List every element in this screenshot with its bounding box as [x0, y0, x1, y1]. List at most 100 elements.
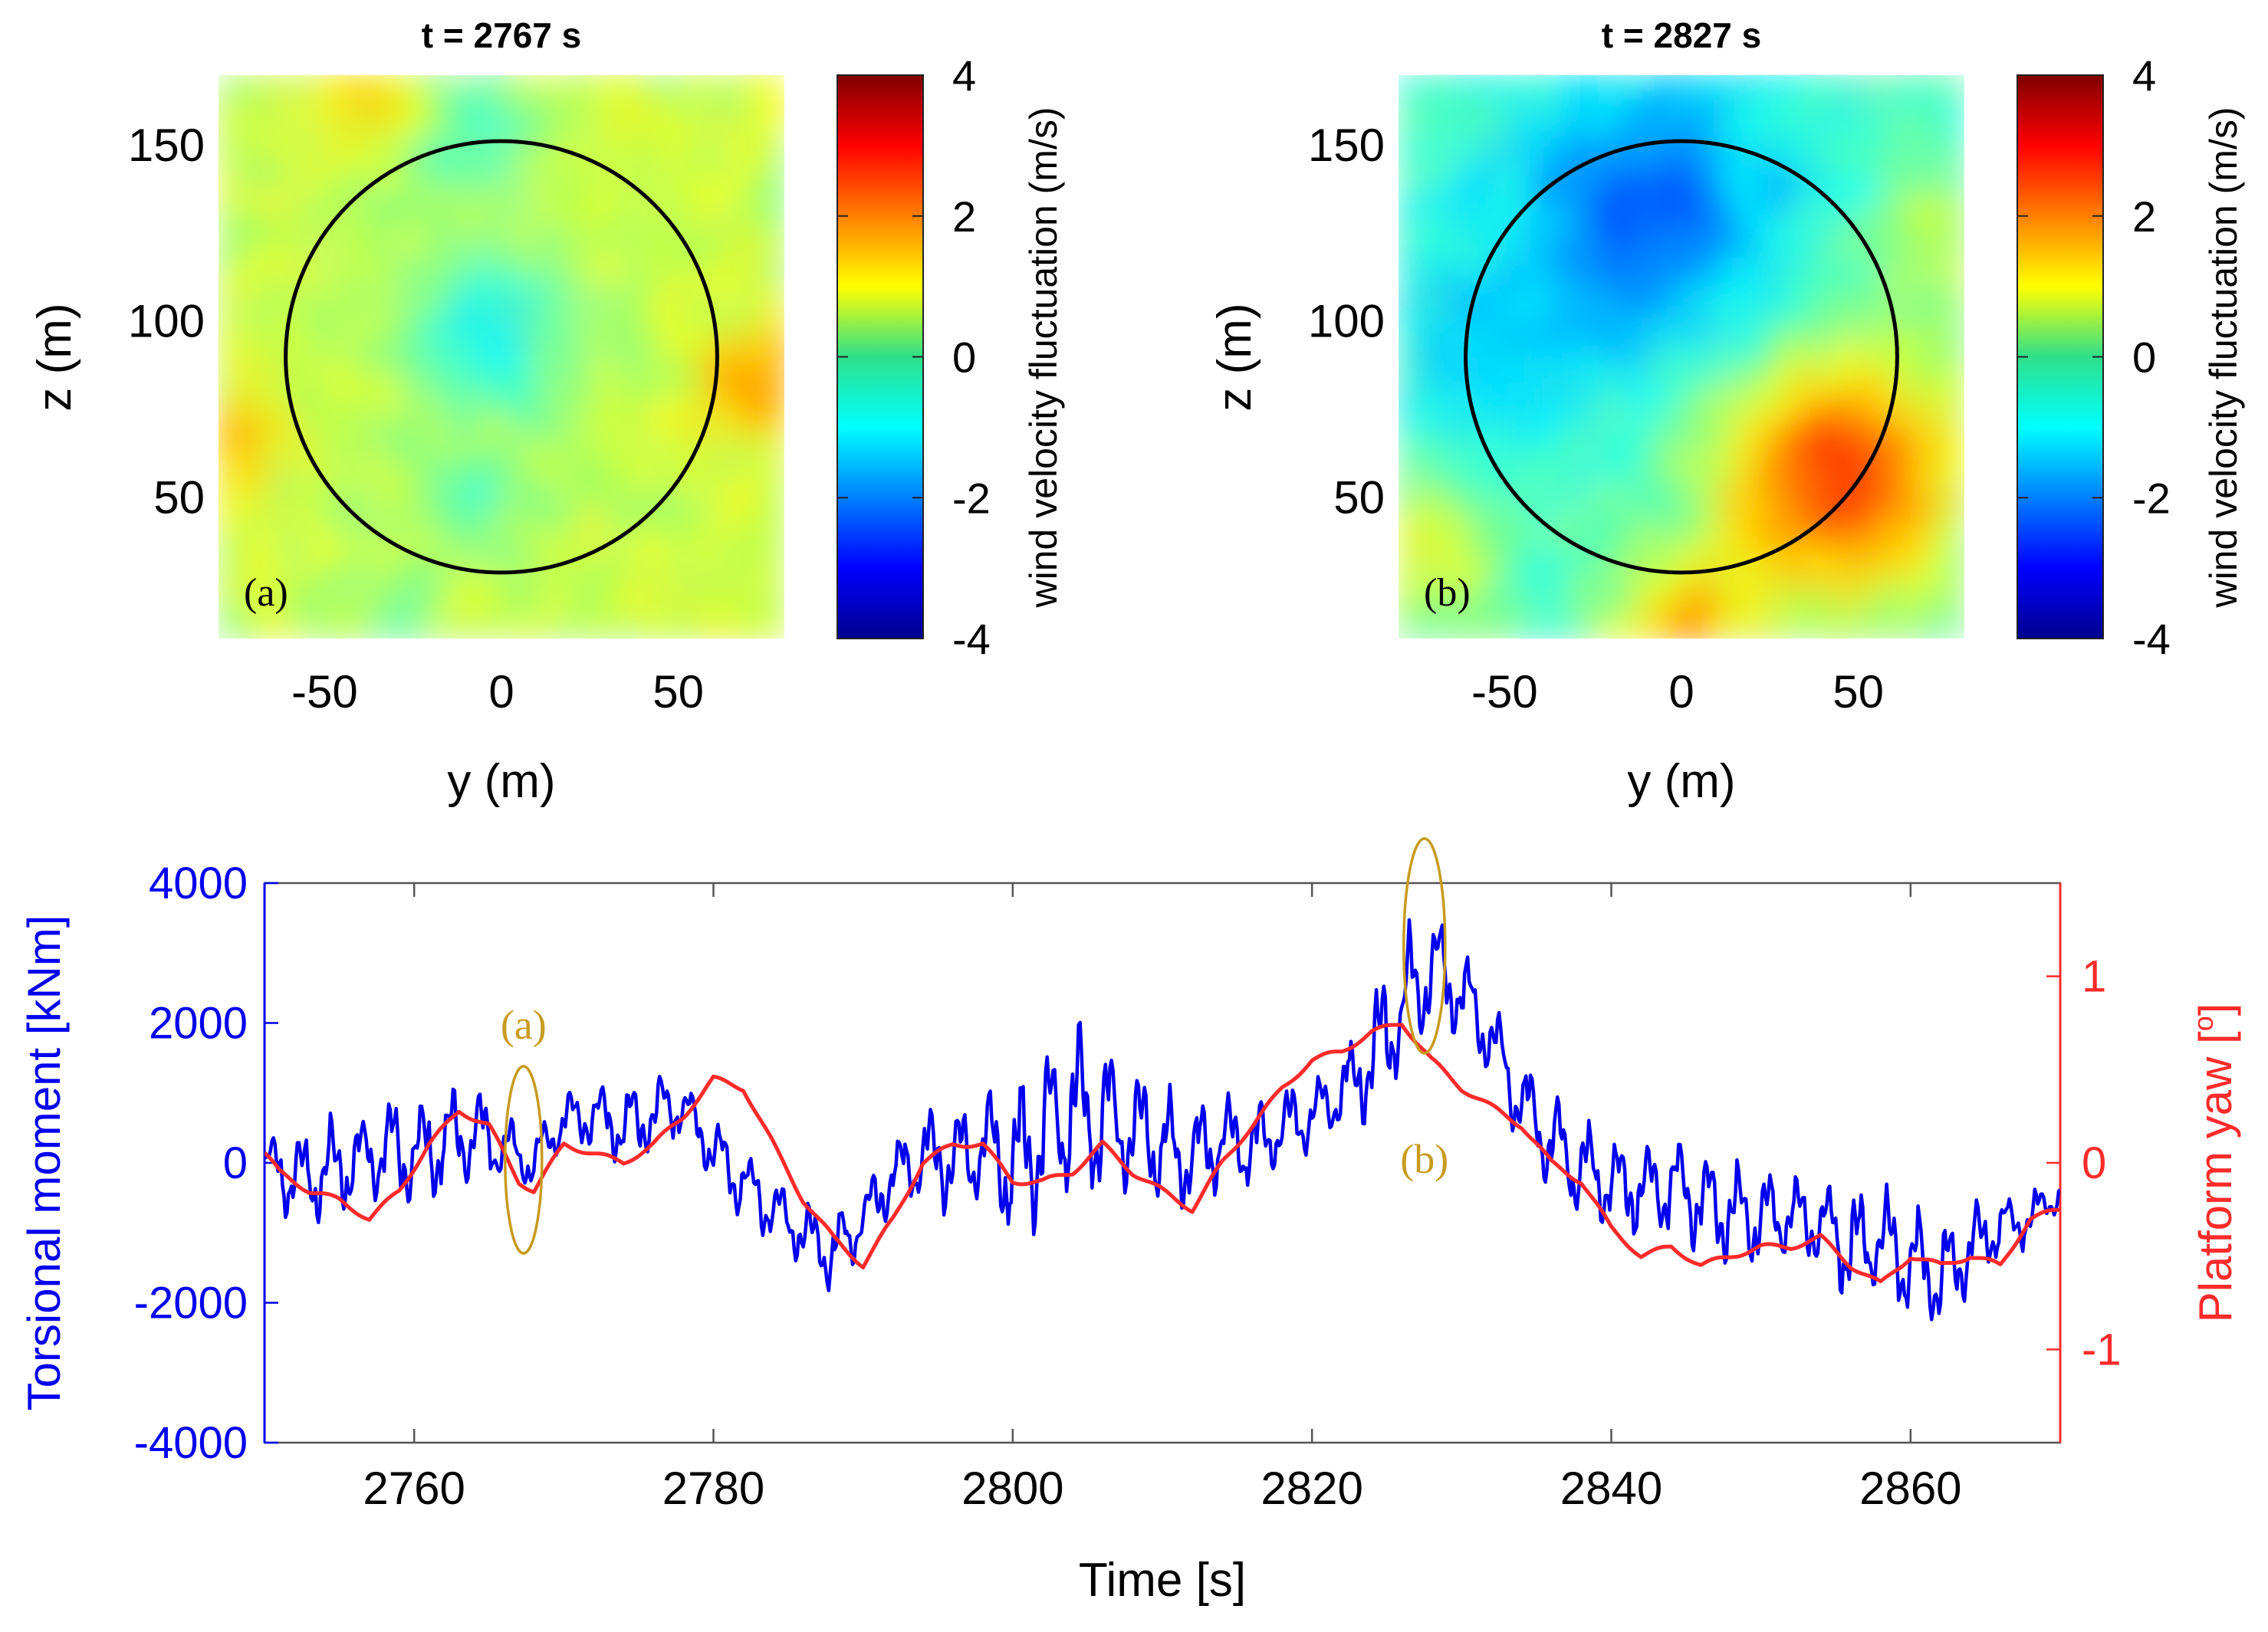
- heatmap-cell: [449, 113, 464, 127]
- heatmap-cell: [281, 445, 297, 461]
- heatmap-cell: [1886, 279, 1902, 294]
- heatmap-cell: [1668, 241, 1682, 255]
- heatmap-cell: [436, 548, 451, 563]
- heatmap-cell: [397, 100, 413, 115]
- heatmap-cell: [1500, 343, 1515, 358]
- heatmap-cell: [1514, 343, 1528, 358]
- heatmap-cell: [758, 535, 773, 550]
- heatmap-cell: [731, 228, 747, 243]
- heatmap-cell: [1911, 151, 1927, 166]
- heatmap-cell: [564, 253, 580, 268]
- heatmap-cell: [629, 202, 644, 217]
- heatmap-cell: [1539, 253, 1554, 268]
- heatmap-cell: [346, 151, 361, 166]
- heatmap-cell: [1526, 330, 1541, 345]
- heatmap-cell: [616, 625, 631, 639]
- y-tick-label-left: 0: [223, 1138, 248, 1188]
- heatmap-cell: [230, 163, 245, 179]
- heatmap-cell: [758, 228, 773, 243]
- heatmap-cell: [1681, 445, 1695, 461]
- heatmap-cell: [1423, 113, 1438, 127]
- heatmap-cell: [1668, 75, 1682, 89]
- heatmap-cell: [1577, 189, 1593, 204]
- heatmap-cell: [1436, 215, 1451, 230]
- heatmap-cell: [334, 586, 348, 601]
- heatmap-cell: [243, 458, 258, 473]
- heatmap-cell: [372, 87, 387, 102]
- heatmap-cell: [526, 176, 541, 192]
- heatmap-cell: [475, 176, 490, 192]
- heatmap-cell: [1526, 573, 1541, 589]
- heatmap-cell: [680, 113, 695, 127]
- heatmap-cell: [501, 189, 515, 204]
- heatmap-cell: [269, 202, 284, 217]
- heatmap-cell: [590, 279, 606, 294]
- heatmap-cell: [706, 548, 721, 563]
- heatmap-cell: [744, 381, 760, 396]
- heatmap-cell: [397, 228, 413, 243]
- heatmap-cell: [1436, 266, 1451, 281]
- heatmap-cell: [1399, 253, 1412, 268]
- heatmap-cell: [616, 138, 631, 153]
- heatmap-cell: [334, 573, 348, 589]
- heatmap-cell: [1616, 625, 1631, 639]
- heatmap-cell: [1681, 432, 1695, 448]
- heatmap-cell: [616, 599, 631, 614]
- heatmap-cell: [1732, 100, 1747, 115]
- heatmap-cell: [1744, 560, 1760, 576]
- heatmap-cell: [1565, 407, 1579, 422]
- heatmap-cell: [256, 292, 271, 307]
- heatmap-cell: [616, 304, 631, 320]
- heatmap-cell: [1706, 292, 1721, 307]
- heatmap-cell: [1719, 279, 1734, 294]
- heatmap-cell: [526, 484, 541, 499]
- heatmap-cell: [668, 535, 682, 550]
- heatmap-cell: [1899, 241, 1914, 255]
- heatmap-cell: [1835, 458, 1850, 473]
- heatmap-cell: [1835, 586, 1850, 601]
- heatmap-cell: [1835, 253, 1850, 268]
- heatmap-cell: [616, 497, 631, 511]
- heatmap-cell: [1655, 573, 1670, 589]
- heatmap-cell: [501, 471, 515, 486]
- heatmap-cell: [1860, 279, 1875, 294]
- heatmap-cell: [693, 292, 708, 307]
- heatmap-cell: [771, 317, 784, 333]
- heatmap-cell: [771, 125, 784, 140]
- heatmap-cell: [397, 407, 413, 422]
- heatmap-cell: [731, 304, 747, 320]
- heatmap-cell: [385, 113, 399, 127]
- heatmap-cell: [1809, 75, 1824, 89]
- heatmap-cell: [475, 330, 490, 345]
- heatmap-cell: [320, 497, 335, 511]
- heatmap-cell: [1938, 113, 1953, 127]
- heatmap-cell: [552, 113, 567, 127]
- heatmap-cell: [1423, 356, 1438, 371]
- heatmap-cell: [462, 215, 477, 230]
- heatmap-cell: [1474, 189, 1490, 204]
- heatmap-cell: [1514, 138, 1528, 153]
- heatmap-cell: [334, 445, 348, 461]
- heatmap-cell: [1938, 445, 1953, 461]
- heatmap-cell: [564, 484, 580, 499]
- heatmap-cell: [1565, 560, 1579, 576]
- heatmap-cell: [334, 253, 348, 268]
- heatmap-cell: [1706, 125, 1721, 140]
- heatmap-cell: [552, 471, 567, 486]
- heatmap-cell: [294, 560, 310, 576]
- heatmap-cell: [1925, 471, 1940, 486]
- heatmap-cell: [1860, 497, 1875, 511]
- heatmap-cell: [693, 548, 708, 563]
- heatmap-cell: [269, 279, 284, 294]
- heatmap-cell: [771, 560, 784, 576]
- heatmap-cell: [655, 612, 670, 627]
- heatmap-cell: [1693, 330, 1708, 345]
- heatmap-cell: [1590, 381, 1606, 396]
- heatmap-cell: [1461, 253, 1477, 268]
- heatmap-cell: [564, 100, 580, 115]
- heatmap-cell: [693, 407, 708, 422]
- heatmap-cell: [230, 138, 245, 153]
- heatmap-cell: [1655, 458, 1670, 473]
- heatmap-cell: [1474, 125, 1490, 140]
